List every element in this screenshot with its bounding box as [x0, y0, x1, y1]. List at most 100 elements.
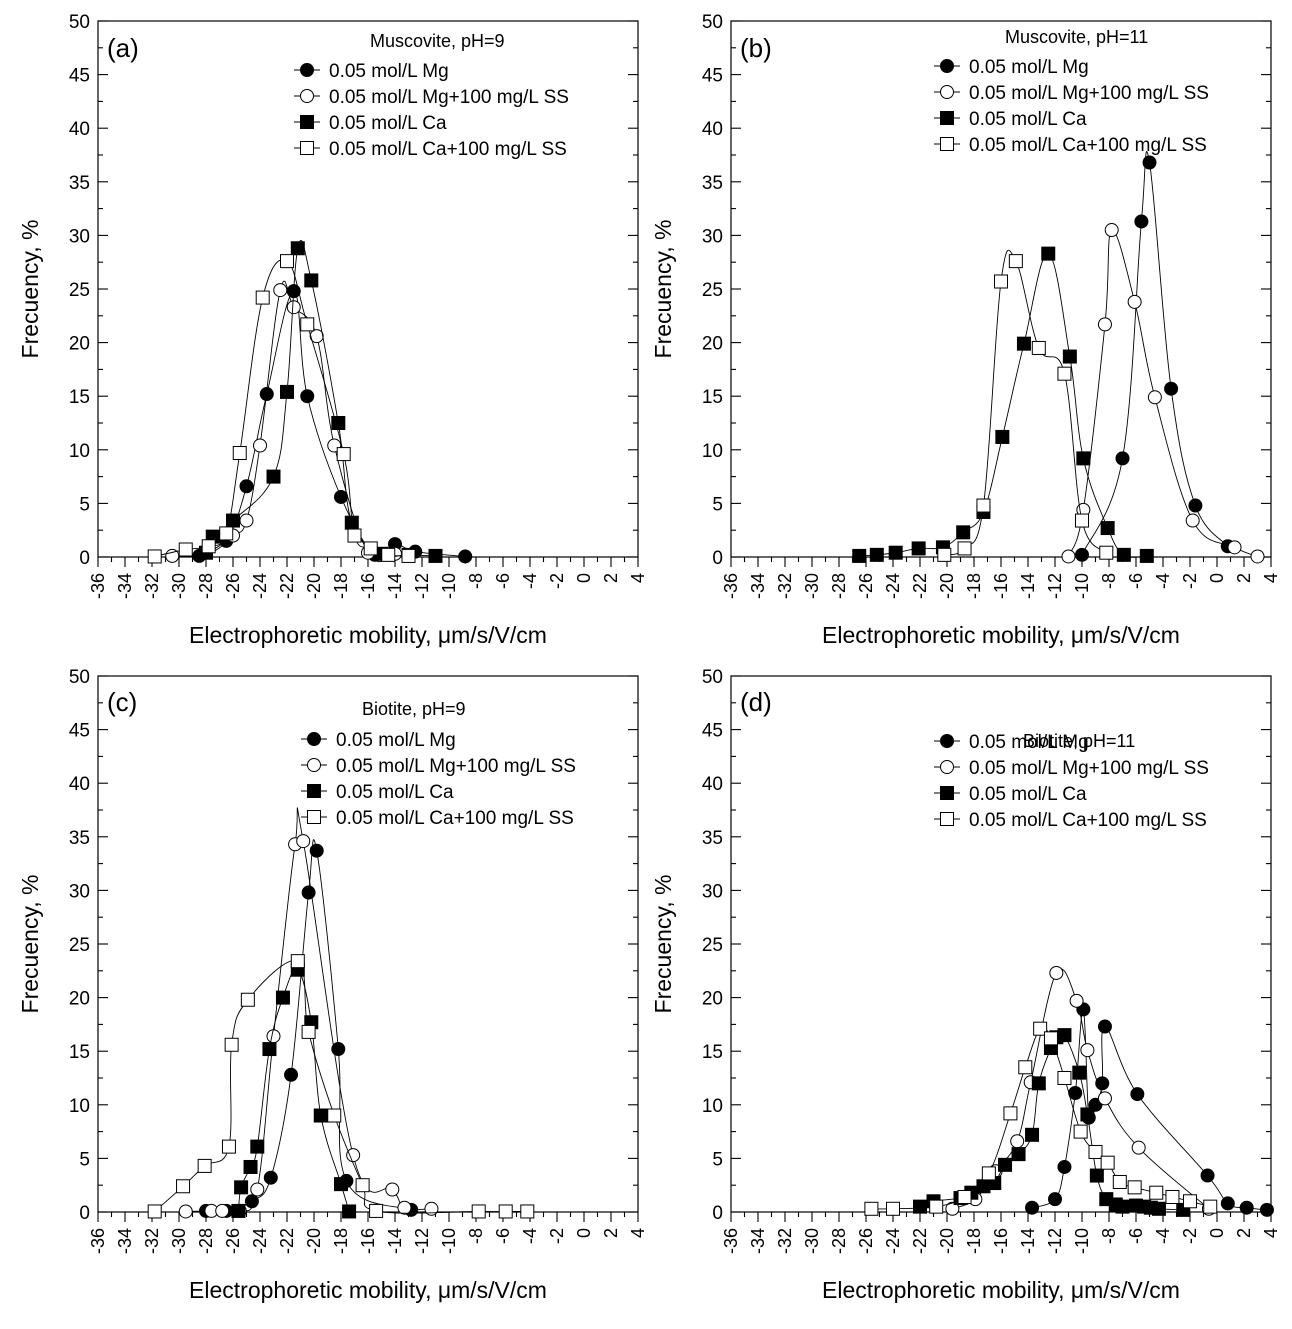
data-point [234, 1180, 249, 1195]
x-tick-label: -2 [547, 573, 567, 589]
y-tick-label: 50 [69, 12, 90, 33]
y-tick-label: 35 [702, 828, 723, 849]
x-tick-label: -2 [547, 1228, 567, 1244]
data-point [1183, 1194, 1197, 1209]
legend-marker [940, 760, 954, 774]
data-point [1075, 547, 1089, 562]
panel-title: Biotite, pH=11 [1023, 731, 1135, 751]
y-tick-label: 50 [702, 667, 723, 688]
data-point [852, 548, 867, 563]
data-point [280, 384, 294, 399]
x-tick-label: 0 [574, 573, 594, 583]
data-point [994, 274, 1008, 289]
x-tick-label: -26 [223, 573, 243, 599]
data-point [250, 1139, 265, 1154]
x-tick-label: -12 [1045, 1228, 1065, 1254]
data-point [1227, 540, 1242, 555]
legend-marker [940, 59, 954, 73]
legend-label: 0.05 mol/L Ca+100 mg/L SS [329, 139, 567, 160]
y-tick-label: 45 [702, 721, 723, 742]
y-tick-label: 5 [712, 1149, 723, 1170]
data-point [1025, 1200, 1040, 1215]
x-tick-label: -4 [520, 573, 540, 589]
data-point [1068, 1086, 1083, 1101]
panel-label: (d) [740, 687, 772, 717]
y-tick-label: 30 [69, 881, 90, 902]
x-tick-label: -34 [115, 573, 135, 599]
y-tick-label: 15 [702, 1042, 723, 1063]
x-tick-label: -24 [250, 1228, 270, 1254]
y-tick-label: 40 [702, 119, 723, 140]
data-point [313, 1108, 328, 1123]
data-point [255, 290, 270, 305]
data-point [401, 548, 416, 563]
x-tick-label: -12 [1045, 573, 1065, 599]
x-axis-label: Electrophoretic mobility, μm/s/V/cm [189, 622, 547, 648]
data-point [397, 1200, 412, 1215]
data-point [1097, 317, 1112, 332]
data-point [1025, 1127, 1040, 1142]
data-point [1073, 1124, 1088, 1139]
data-point [231, 1203, 246, 1218]
y-tick-label: 35 [69, 173, 90, 194]
x-tick-label: -14 [385, 573, 405, 599]
series-line [205, 240, 436, 558]
legend-marker [940, 85, 954, 99]
y-tick-label: 20 [702, 989, 723, 1010]
panel-title: Muscovite, pH=11 [1005, 27, 1148, 47]
data-point [301, 885, 316, 900]
data-point [869, 547, 884, 562]
data-point [1147, 390, 1162, 405]
x-tick-label: -4 [1153, 1228, 1173, 1244]
data-point [178, 542, 193, 557]
data-point [296, 834, 311, 849]
data-point [498, 1204, 513, 1219]
y-tick-label: 0 [79, 548, 90, 569]
data-point [1100, 521, 1115, 536]
y-tick-label: 5 [79, 1149, 90, 1170]
data-point [888, 545, 903, 560]
panel-title: Muscovite, pH=9 [370, 31, 505, 51]
data-point [239, 479, 254, 494]
legend-label: 0.05 mol/L Ca [969, 109, 1087, 130]
data-point [1057, 366, 1072, 381]
data-point [428, 548, 443, 563]
x-tick-label: -28 [829, 1228, 849, 1254]
series-line [237, 968, 350, 1212]
data-point [995, 429, 1010, 444]
data-point [201, 539, 216, 554]
data-point [1200, 1168, 1215, 1183]
data-point [300, 389, 315, 404]
x-tick-label: -30 [169, 573, 189, 599]
data-point [331, 416, 346, 430]
data-point [331, 1042, 346, 1057]
y-tick-label: 40 [69, 774, 90, 795]
x-tick-label: -22 [910, 1228, 930, 1254]
data-point [250, 1182, 265, 1197]
legend-label: 0.05 mol/L Mg+100 mg/L SS [336, 756, 576, 777]
data-point [1018, 1060, 1033, 1075]
data-point [280, 254, 294, 269]
x-tick-label: -18 [331, 1228, 351, 1254]
y-tick-label: 25 [702, 935, 723, 956]
y-tick-label: 20 [69, 989, 90, 1010]
data-point [1250, 549, 1265, 564]
data-point [471, 1204, 486, 1219]
x-tick-label: 4 [628, 1228, 648, 1238]
data-point [284, 1067, 299, 1082]
x-tick-label: -24 [250, 573, 270, 599]
panel-label: (a) [107, 33, 139, 63]
y-axis-label: Frecuency, % [650, 875, 676, 1014]
x-tick-label: -16 [358, 1228, 378, 1254]
x-tick-label: -10 [439, 573, 459, 599]
x-tick-label: -16 [991, 1228, 1011, 1254]
y-tick-label: 0 [712, 1203, 723, 1224]
data-point [286, 300, 301, 315]
data-point [1008, 254, 1023, 269]
legend-marker [307, 732, 321, 746]
y-tick-label: 50 [702, 12, 723, 33]
data-point [1031, 340, 1046, 355]
x-tick-label: -24 [883, 573, 903, 599]
y-tick-label: 20 [702, 334, 723, 355]
x-tick-label: -10 [1072, 573, 1092, 599]
